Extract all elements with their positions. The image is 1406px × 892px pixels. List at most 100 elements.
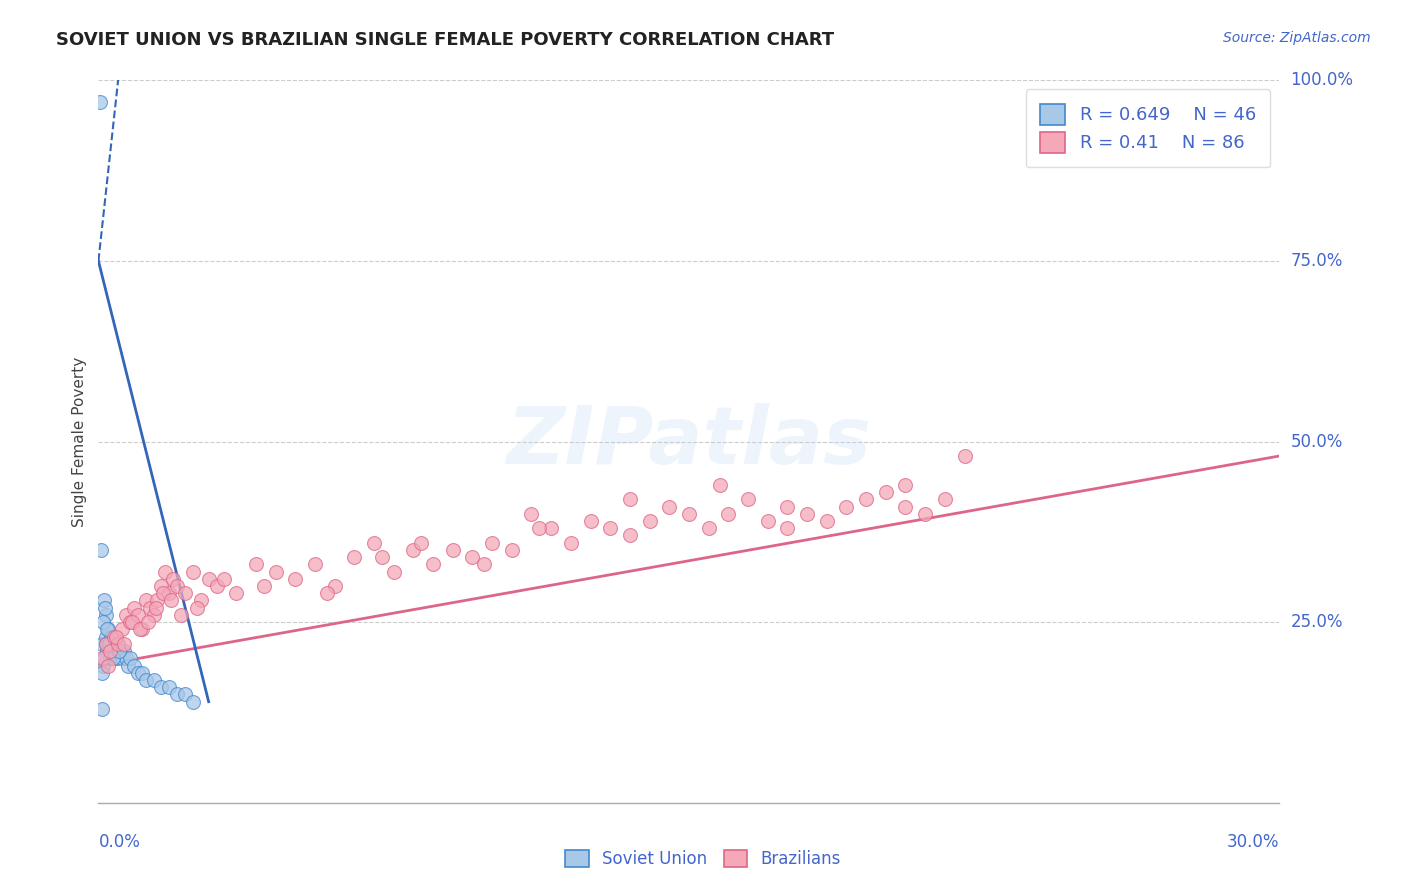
Point xyxy=(411,535,433,549)
Y-axis label: Single Female Poverty: Single Female Poverty xyxy=(72,357,87,526)
Point xyxy=(402,542,425,557)
Point xyxy=(875,485,897,500)
Point xyxy=(284,572,307,586)
Point xyxy=(214,572,236,586)
Point xyxy=(101,637,124,651)
Point xyxy=(146,593,169,607)
Point xyxy=(150,579,173,593)
Point xyxy=(128,623,150,637)
Point xyxy=(835,500,858,514)
Point xyxy=(579,514,602,528)
Point xyxy=(122,658,145,673)
Point xyxy=(107,637,129,651)
Point xyxy=(197,572,219,586)
Point xyxy=(91,658,114,673)
Text: SOVIET UNION VS BRAZILIAN SINGLE FEMALE POVERTY CORRELATION CHART: SOVIET UNION VS BRAZILIAN SINGLE FEMALE … xyxy=(56,31,834,49)
Text: 30.0%: 30.0% xyxy=(1227,833,1279,851)
Point xyxy=(157,680,180,694)
Point xyxy=(170,607,193,622)
Point xyxy=(382,565,405,579)
Point xyxy=(855,492,877,507)
Text: Source: ZipAtlas.com: Source: ZipAtlas.com xyxy=(1223,31,1371,45)
Point xyxy=(91,651,114,665)
Point xyxy=(127,607,149,622)
Point xyxy=(145,600,167,615)
Point xyxy=(441,542,464,557)
Point xyxy=(599,521,621,535)
Point xyxy=(115,607,138,622)
Point xyxy=(93,651,115,665)
Point xyxy=(619,492,641,507)
Point xyxy=(166,687,188,701)
Text: 25.0%: 25.0% xyxy=(1291,613,1343,632)
Point xyxy=(96,644,118,658)
Point xyxy=(264,565,287,579)
Point xyxy=(501,542,523,557)
Point xyxy=(94,637,117,651)
Point xyxy=(89,95,111,109)
Point xyxy=(127,665,149,680)
Point xyxy=(205,579,228,593)
Point xyxy=(111,651,134,665)
Point xyxy=(138,600,160,615)
Point xyxy=(245,558,267,572)
Point xyxy=(94,630,117,644)
Point xyxy=(619,528,641,542)
Point xyxy=(108,644,131,658)
Point xyxy=(135,593,157,607)
Point xyxy=(560,535,582,549)
Point xyxy=(953,449,976,463)
Point xyxy=(157,586,180,600)
Point xyxy=(638,514,661,528)
Point xyxy=(101,651,124,665)
Point xyxy=(112,644,135,658)
Point xyxy=(117,658,139,673)
Point xyxy=(100,630,122,644)
Point xyxy=(135,673,157,687)
Point xyxy=(98,651,121,665)
Point xyxy=(131,623,153,637)
Point xyxy=(112,637,135,651)
Point xyxy=(105,651,128,665)
Point xyxy=(142,607,165,622)
Legend: Soviet Union, Brazilians: Soviet Union, Brazilians xyxy=(558,843,848,875)
Point xyxy=(97,623,120,637)
Point xyxy=(315,586,337,600)
Point xyxy=(815,514,838,528)
Point xyxy=(371,550,394,565)
Point xyxy=(131,665,153,680)
Point xyxy=(98,637,121,651)
Point xyxy=(894,478,917,492)
Text: 100.0%: 100.0% xyxy=(1291,71,1354,89)
Point xyxy=(174,687,197,701)
Point xyxy=(97,658,120,673)
Point xyxy=(93,593,115,607)
Text: ZIPatlas: ZIPatlas xyxy=(506,402,872,481)
Point xyxy=(118,651,141,665)
Point xyxy=(756,514,779,528)
Point xyxy=(105,630,128,644)
Point xyxy=(115,651,138,665)
Point xyxy=(343,550,366,565)
Point xyxy=(481,535,503,549)
Legend: R = 0.649    N = 46, R = 0.41    N = 86: R = 0.649 N = 46, R = 0.41 N = 86 xyxy=(1025,89,1271,167)
Point xyxy=(98,637,121,651)
Point xyxy=(166,579,188,593)
Point xyxy=(91,665,114,680)
Point xyxy=(160,593,183,607)
Point xyxy=(105,644,128,658)
Point xyxy=(914,507,936,521)
Point xyxy=(422,558,444,572)
Point xyxy=(717,507,740,521)
Point xyxy=(520,507,543,521)
Point xyxy=(709,478,731,492)
Point xyxy=(776,521,799,535)
Point xyxy=(934,492,956,507)
Point xyxy=(697,521,720,535)
Point xyxy=(461,550,484,565)
Point xyxy=(96,623,118,637)
Text: 75.0%: 75.0% xyxy=(1291,252,1343,270)
Point xyxy=(253,579,276,593)
Point xyxy=(186,600,208,615)
Point xyxy=(91,637,114,651)
